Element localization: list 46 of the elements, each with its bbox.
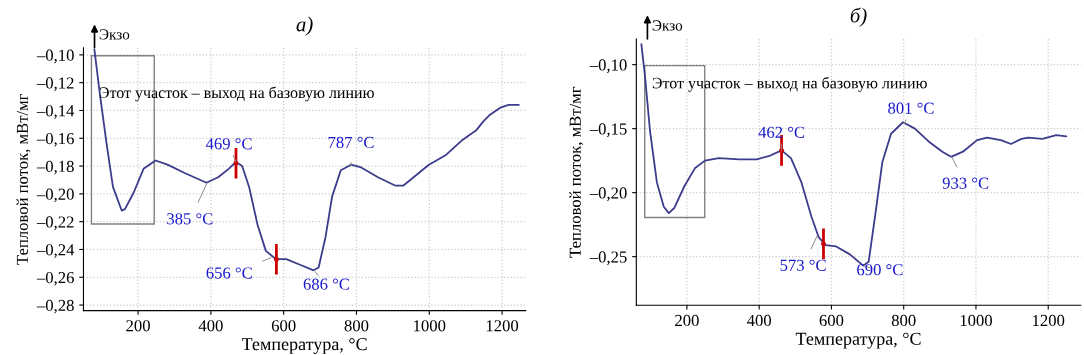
- annotation: 787 °C: [328, 136, 374, 149]
- text: Экзо: [652, 20, 683, 31]
- x-tick-label: 200: [126, 320, 150, 332]
- y-tick-label: –0,20: [36, 188, 74, 203]
- annotation: 801 °C: [888, 102, 934, 114]
- y-tick-label: –0,16: [36, 132, 74, 147]
- y-tick-label: –0,25: [589, 251, 627, 265]
- chart-title: б): [850, 7, 867, 27]
- y-tick-label: –0,18: [36, 160, 74, 175]
- x-tick-label: 1000: [960, 314, 992, 327]
- x-tick-label: 600: [819, 314, 844, 327]
- y-tick-label: –0,26: [36, 271, 74, 286]
- annotation: 573 °C: [780, 259, 826, 271]
- x-tick-label: 1000: [414, 320, 446, 332]
- y-tick-label: –0,10: [589, 59, 627, 73]
- y-tick-label: –0,28: [36, 299, 74, 314]
- x-tick-label: 200: [675, 314, 699, 327]
- x-axis-title: Температура, °C: [241, 338, 367, 354]
- y-tick-label: –0,20: [589, 187, 627, 201]
- y-tick-label: –0,14: [36, 105, 75, 119]
- x-tick-label: 800: [891, 314, 916, 327]
- annotation: Этот участок – выход на базовую линию: [99, 86, 374, 102]
- annotation: 690 °C: [857, 264, 903, 276]
- x-axis-title: Температура, °C: [795, 332, 921, 349]
- y-tick-label: –0,24: [36, 244, 75, 258]
- y-tick-label: –0,12: [36, 77, 74, 92]
- annotation: 686 °C: [303, 278, 350, 290]
- x-tick-label: 600: [271, 320, 296, 332]
- chart-title: а): [296, 16, 313, 36]
- y-tick-label: –0,22: [36, 216, 74, 231]
- annotation: Этот участок – выход на базовую линию: [652, 76, 927, 92]
- y-tick-label: –0,10: [36, 49, 74, 64]
- annotation: 469 °C: [205, 138, 252, 150]
- y-axis-title: Тепловой поток, мВт/мг: [569, 86, 584, 258]
- annotation: 656 °C: [206, 267, 252, 279]
- annotation: 933 °C: [942, 177, 989, 189]
- x-tick-label: 800: [344, 320, 369, 332]
- x-tick-label: 400: [198, 320, 223, 332]
- x-tick-label: 1200: [1033, 314, 1065, 327]
- annotation: 385 °C: [167, 213, 213, 225]
- annotation: 462 °C: [758, 126, 805, 138]
- x-tick-label: 400: [746, 314, 772, 327]
- x-tick-label: 1200: [486, 320, 519, 332]
- text: Экзо: [99, 29, 130, 40]
- y-axis-title: Тепловой поток, мВт/мг: [16, 93, 31, 265]
- y-tick-label: –0,15: [589, 123, 627, 137]
